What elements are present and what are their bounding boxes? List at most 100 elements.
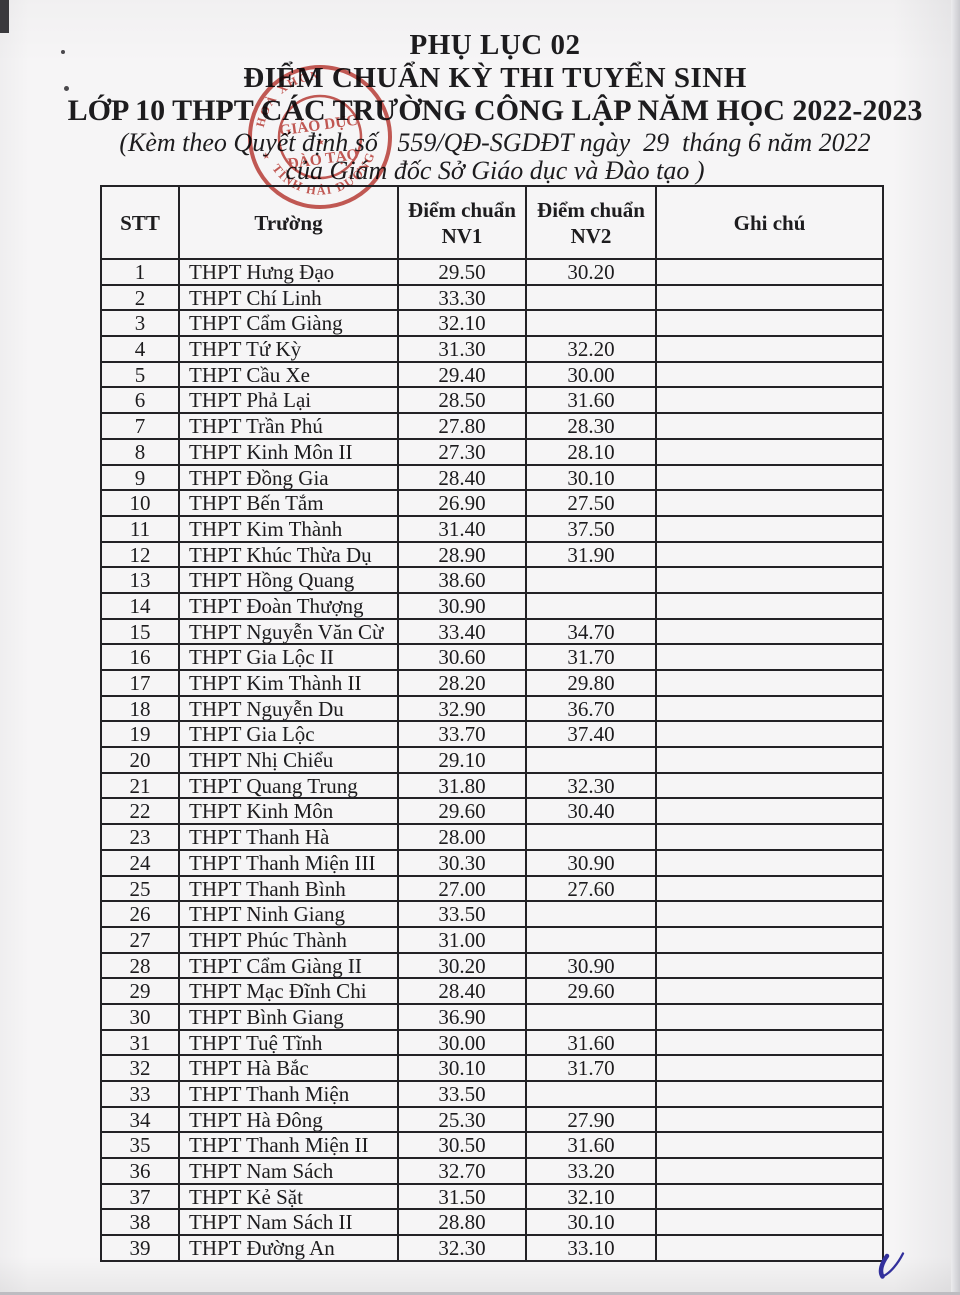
table-row: 30 THPT Bình Giang 36.90 <box>102 1002 882 1029</box>
table-row: 11 THPT Kim Thành 31.40 37.50 <box>102 514 882 541</box>
issuer-line: của Giám đốc Sở Giáo dục và Đào tạo ) <box>285 156 705 185</box>
cell-note <box>657 954 882 978</box>
cell-score-nv2: 29.80 <box>527 671 657 695</box>
cell-score-nv1: 31.50 <box>399 1184 527 1209</box>
header-cell-truong: Trường <box>180 187 399 258</box>
cell-stt: 22 <box>102 799 180 824</box>
cell-score-nv1: 33.50 <box>399 902 527 926</box>
table-row: 15 THPT Nguyễn Văn Cừ 33.40 34.70 <box>102 617 882 644</box>
cell-school-name: THPT Kinh Môn <box>180 799 399 824</box>
cell-note <box>657 645 882 669</box>
cell-score-nv1: 33.30 <box>399 285 527 310</box>
document-title-line-1: ĐIỂM CHUẨN KỲ THI TUYỂN SINH <box>243 62 747 94</box>
cell-note <box>657 517 882 541</box>
scan-speck <box>64 86 69 91</box>
cell-score-nv1: 29.40 <box>399 362 527 387</box>
cell-school-name: THPT Thanh Miện II <box>180 1133 399 1158</box>
stamp-star-icon: ★ <box>316 136 325 147</box>
cell-note <box>657 748 882 772</box>
cell-score-nv1: 28.40 <box>399 465 527 490</box>
cell-score-nv2: 30.40 <box>527 799 657 824</box>
cell-note <box>657 311 882 335</box>
table-row: 4 THPT Tứ Kỳ 31.30 32.20 <box>102 335 882 361</box>
cell-school-name: THPT Nguyễn Du <box>180 696 399 721</box>
cell-note <box>657 466 882 490</box>
cell-school-name: THPT Thanh Hà <box>180 825 399 849</box>
cell-school-name: THPT Khúc Thừa Dụ <box>180 542 399 567</box>
table-row: 22 THPT Kinh Môn 29.60 30.40 <box>102 797 882 824</box>
cell-note <box>657 440 882 464</box>
cell-note <box>657 1210 882 1234</box>
cell-score-nv1: 29.10 <box>399 748 527 772</box>
cell-score-nv2 <box>527 748 657 772</box>
table-row: 28 THPT Cẩm Giàng II 30.20 30.90 <box>102 951 882 978</box>
cell-school-name: THPT Kinh Môn II <box>180 439 399 464</box>
cell-score-nv1: 29.50 <box>399 260 527 284</box>
table-row: 16 THPT Gia Lộc II 30.60 31.70 <box>102 643 882 669</box>
cell-score-nv2: 30.90 <box>527 850 657 875</box>
cell-note <box>657 671 882 695</box>
cell-score-nv2: 28.30 <box>527 414 657 438</box>
cell-note <box>657 363 882 387</box>
cell-score-nv2: 32.30 <box>527 773 657 798</box>
cell-school-name: THPT Đồng Gia <box>180 465 399 490</box>
cell-score-nv2: 30.00 <box>527 362 657 387</box>
cell-school-name: THPT Nhị Chiểu <box>180 748 399 772</box>
cell-stt: 15 <box>102 619 180 644</box>
cell-note <box>657 568 882 592</box>
cell-school-name: THPT Nam Sách <box>180 1159 399 1183</box>
cell-score-nv2 <box>527 927 657 952</box>
cell-note <box>657 1185 882 1209</box>
table-row: 39 THPT Đường An 32.30 33.10 <box>102 1234 882 1260</box>
header-label: Điểm chuẩn <box>408 197 516 222</box>
cell-score-nv1: 32.30 <box>399 1236 527 1260</box>
cell-score-nv2: 31.90 <box>527 542 657 567</box>
cell-stt: 17 <box>102 671 180 695</box>
decision-reference-line: (Kèm theo Quyết định số 559/QĐ-SGDĐT ngà… <box>119 128 871 157</box>
header-label: STT <box>120 210 160 235</box>
appendix-title: PHỤ LỤC 02 <box>409 29 581 61</box>
cell-note <box>657 979 882 1003</box>
stamp-outer-ring <box>248 65 392 209</box>
table-row: 32 THPT Hà Bắc 30.10 31.70 <box>102 1054 882 1080</box>
cell-note <box>657 1133 882 1157</box>
cell-school-name: THPT Hà Đông <box>180 1107 399 1132</box>
table-row: 33 THPT Thanh Miện 33.50 <box>102 1080 882 1106</box>
cell-score-nv2: 32.10 <box>527 1184 657 1209</box>
cell-note <box>657 594 882 618</box>
cell-score-nv2: 30.10 <box>527 465 657 490</box>
cell-score-nv2: 30.10 <box>527 1210 657 1235</box>
cell-stt: 36 <box>102 1159 180 1183</box>
cell-note <box>657 799 882 823</box>
cell-score-nv1: 31.30 <box>399 337 527 361</box>
cell-school-name: THPT Nguyễn Văn Cừ <box>180 619 399 644</box>
cell-stt: 12 <box>102 542 180 567</box>
cell-stt: 20 <box>102 748 180 772</box>
stamp-center-line-2: ĐÀO TẠO <box>286 146 359 173</box>
cell-score-nv1: 28.90 <box>399 542 527 567</box>
cell-score-nv1: 30.90 <box>399 593 527 618</box>
cell-stt: 33 <box>102 1082 180 1106</box>
cell-score-nv1: 30.10 <box>399 1056 527 1080</box>
cell-stt: 16 <box>102 645 180 669</box>
table-row: 27 THPT Phúc Thành 31.00 <box>102 925 882 952</box>
cell-score-nv1: 36.90 <box>399 1004 527 1029</box>
cell-stt: 14 <box>102 593 180 618</box>
cell-school-name: THPT Phúc Thành <box>180 927 399 952</box>
cell-stt: 19 <box>102 722 180 747</box>
header-label: NV1 <box>441 223 483 248</box>
cell-note <box>657 902 882 926</box>
cell-note <box>657 260 882 284</box>
cell-stt: 34 <box>102 1107 180 1132</box>
cell-score-nv2 <box>527 825 657 849</box>
cell-school-name: THPT Ninh Giang <box>180 902 399 926</box>
cell-school-name: THPT Cẩm Giàng II <box>180 953 399 978</box>
cell-school-name: THPT Bến Tắm <box>180 491 399 515</box>
cell-score-nv1: 31.80 <box>399 773 527 798</box>
stamp-inner-ring <box>277 94 363 180</box>
cell-note <box>657 1031 882 1055</box>
cell-score-nv2: 31.60 <box>527 1030 657 1055</box>
cell-stt: 31 <box>102 1030 180 1055</box>
table-row: 2 THPT Chí Linh 33.30 <box>102 283 882 310</box>
cell-note <box>657 1082 882 1106</box>
